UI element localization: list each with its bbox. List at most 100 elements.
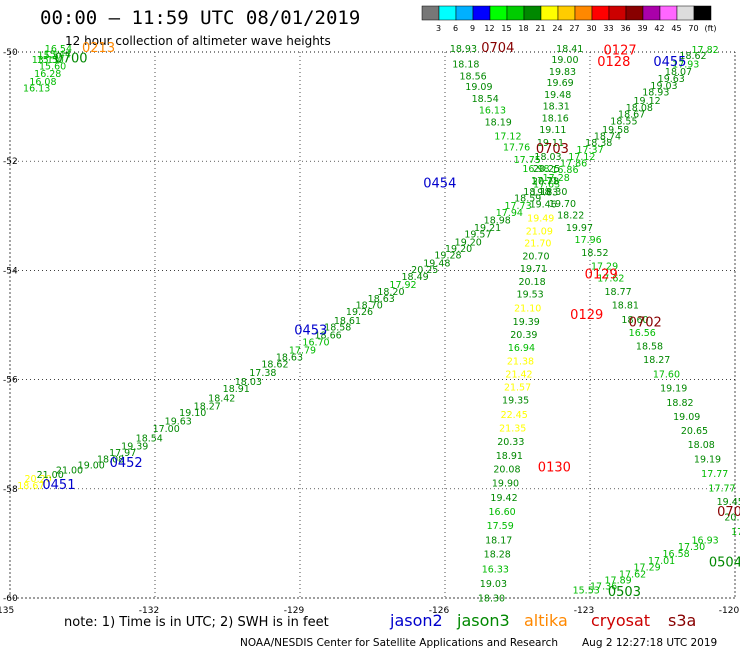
colorbar-swatch: [676, 5, 695, 21]
swh-value: 18.70: [356, 301, 383, 312]
y-tick-label: -58: [3, 485, 18, 495]
swh-value: 19.58: [602, 125, 629, 136]
data-labels: 16.5415.4415.513.1315.5015.6016.2816.081…: [17, 44, 740, 604]
colorbar: 3 6 9 12 15 18 21 24 27 30 33 36 39 42 45 70 (ft): [421, 5, 717, 33]
pass-time-label: 0702: [717, 505, 740, 520]
swh-value: 17.94: [496, 208, 523, 219]
colorbar-label: (ft): [704, 24, 716, 33]
swh-value: 15.44: [44, 49, 71, 60]
swh-value: 16.58: [663, 549, 690, 560]
swh-value: 22.45: [501, 410, 528, 421]
swh-value: 18.62: [679, 51, 706, 62]
colorbar-swatch: [540, 5, 559, 21]
colorbar-swatch: [642, 5, 661, 21]
swh-value: 16.98: [522, 164, 549, 175]
swh-value: 20.70: [522, 251, 549, 262]
swh-value: 18.77: [605, 287, 632, 298]
swh-value: 16.70: [302, 338, 329, 349]
colorbar-swatch: [591, 5, 610, 21]
swh-value: 18.91: [496, 451, 523, 462]
swh-value: 19.20: [455, 237, 482, 248]
swh-value: 16.86: [551, 165, 578, 176]
colorbar-swatch: [557, 5, 576, 21]
x-tick-label: -132: [139, 606, 159, 616]
swh-value: 20.65: [681, 426, 708, 437]
legend-s3a: s3a: [668, 611, 696, 630]
swh-value: 16.60: [489, 507, 516, 518]
swh-value: 17.01: [648, 556, 675, 567]
pass-time-label: 0702: [629, 316, 662, 331]
swh-value: 17.59: [487, 521, 514, 532]
colorbar-label: 33: [603, 24, 613, 33]
swh-value: 18.81: [612, 301, 639, 312]
legend-altika: altika: [524, 611, 568, 630]
swh-value: 19.53: [517, 290, 544, 301]
swh-value: 18.38: [585, 138, 612, 149]
swh-value: 19.70: [549, 199, 576, 210]
swh-value: 20.39: [510, 330, 537, 341]
swh-value: 17.12: [568, 152, 595, 163]
swh-value: 18.28: [484, 550, 511, 561]
swh-value: 19.00: [78, 461, 105, 472]
y-tick-label: -54: [3, 266, 18, 276]
swh-value: 17.89: [605, 575, 632, 586]
colorbar-swatch: [574, 5, 593, 21]
swh-value: 18.56: [460, 71, 487, 82]
swh-value: 17.93: [672, 59, 699, 70]
colorbar-swatch: [523, 5, 542, 21]
swh-value: 16.13: [479, 106, 506, 117]
plot-grid: [9, 51, 736, 599]
pass-time-label: 0128: [597, 55, 630, 70]
pass-time-label: 0129: [570, 308, 603, 323]
swh-value: 18.08: [97, 455, 124, 466]
colorbar-swatch: [438, 5, 457, 21]
swh-value: 15.60: [39, 61, 66, 72]
swh-value: 19.57: [464, 230, 491, 241]
colorbar-swatch: [659, 5, 678, 21]
colorbar-swatch: [472, 5, 491, 21]
swh-value: 19.11: [539, 125, 566, 136]
swh-value: 18.67: [17, 481, 44, 492]
swh-value: 21.09: [526, 226, 553, 237]
y-tick-label: -56: [3, 376, 18, 386]
colorbar-label: 36: [620, 24, 630, 33]
x-tick-label: -120: [719, 606, 740, 616]
swh-value: 17.29: [591, 261, 618, 272]
swh-value: 17.75: [514, 155, 541, 166]
pass-time-label: 0130: [538, 460, 571, 475]
legend-cryosat: cryosat: [591, 611, 650, 630]
swh-value: 18.82: [666, 398, 693, 409]
swh-value: 21.57: [504, 383, 531, 394]
swh-value: 21.38: [507, 356, 534, 367]
swh-value: 18.67: [618, 110, 645, 121]
swh-value: 15.5: [38, 51, 59, 62]
swh-value: 18.42: [208, 393, 235, 404]
swh-value: 19.28: [434, 250, 461, 261]
swh-value: 20.33: [497, 437, 524, 448]
swh-value: 18.22: [557, 211, 584, 222]
swh-value: 16.94: [508, 343, 535, 354]
swh-value: 19.10: [179, 408, 206, 419]
swh-value: 21.35: [499, 423, 526, 434]
swh-value: 17.62: [619, 569, 646, 580]
pass-time-label: 0129: [585, 268, 618, 283]
swh-value: 18.27: [643, 355, 670, 366]
swh-value: 17.29: [634, 563, 661, 574]
swh-value: 17.63: [533, 179, 560, 190]
swh-value: 18.54: [472, 94, 499, 105]
swh-value: 17.31: [731, 527, 740, 538]
swh-value: 17.73: [504, 201, 531, 212]
pass-time-label: 0503: [608, 585, 641, 600]
swh-value: 19.12: [634, 96, 661, 107]
colorbar-label: 21: [535, 24, 545, 33]
swh-value: 18.63: [368, 294, 395, 305]
swh-value: 17.71: [531, 176, 558, 187]
colorbar-label: 18: [518, 24, 528, 33]
swh-value: 19.39: [121, 441, 148, 452]
swh-value: 19.71: [520, 264, 547, 275]
swh-value: 17.36: [590, 581, 617, 592]
swh-value: 19.09: [673, 412, 700, 423]
swh-value: 19.03: [650, 81, 677, 92]
y-tick-label: -60: [3, 594, 18, 604]
swh-value: 20.70: [724, 512, 740, 523]
